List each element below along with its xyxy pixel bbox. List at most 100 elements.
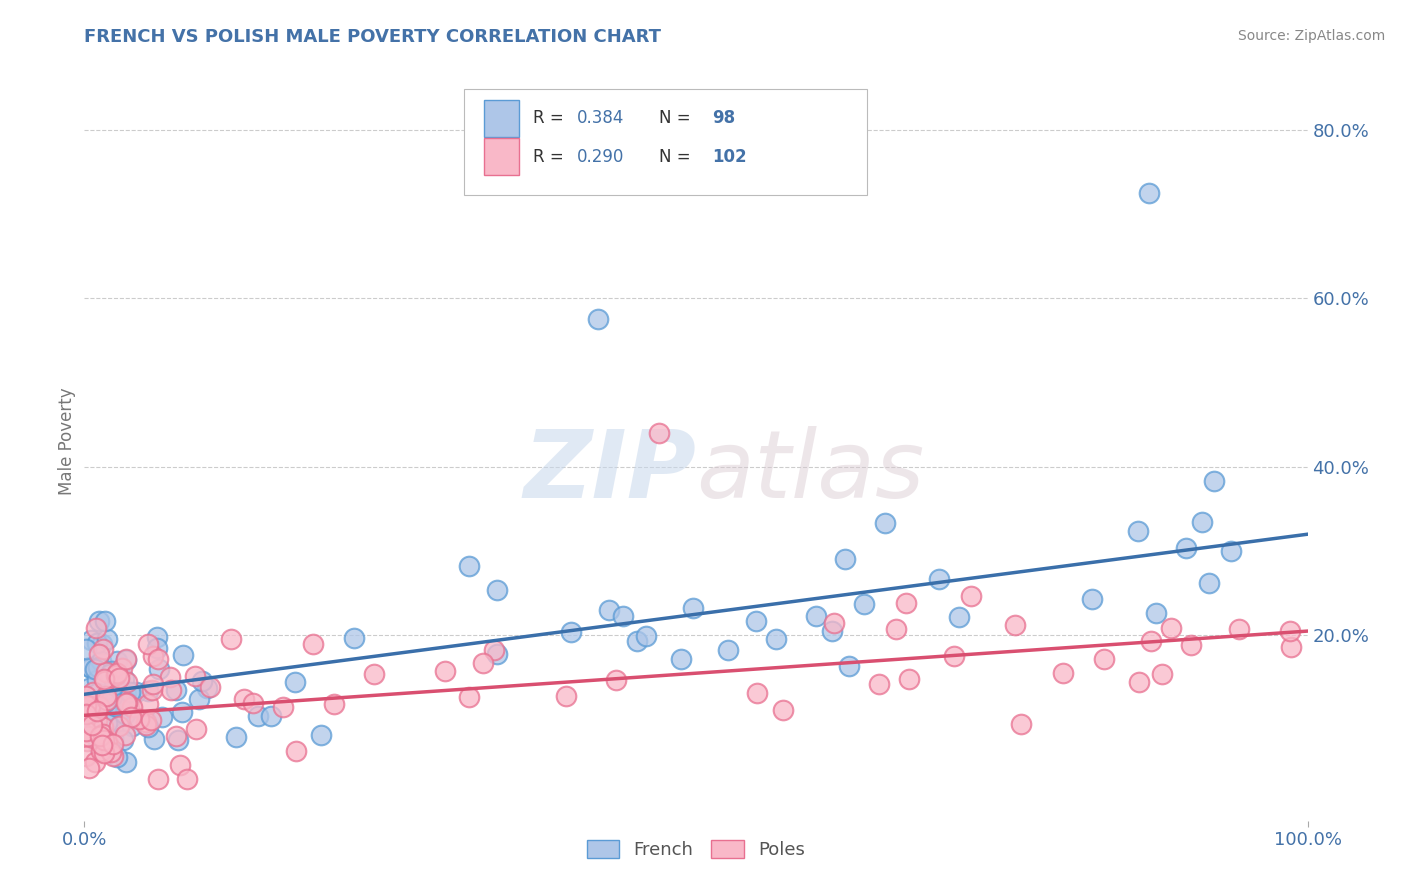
- Point: [76, 714, 98, 728]
- Point: [142, 649, 165, 664]
- Point: [765, 632, 787, 646]
- Text: R =: R =: [533, 148, 569, 166]
- Point: [112, 696, 135, 710]
- Point: [103, 733, 125, 747]
- Point: [170, 706, 193, 720]
- Point: [188, 692, 211, 706]
- Point: [482, 643, 505, 657]
- Point: [260, 709, 283, 723]
- Point: [363, 667, 385, 681]
- Point: [103, 749, 125, 764]
- Point: [80, 700, 103, 714]
- Point: [458, 558, 481, 573]
- Point: [89, 729, 111, 743]
- Point: [86, 686, 108, 700]
- Point: [136, 720, 159, 734]
- Point: [120, 710, 142, 724]
- Point: [165, 682, 187, 697]
- Point: [86, 636, 108, 650]
- Point: [108, 700, 131, 714]
- Point: [111, 733, 134, 747]
- Point: [136, 698, 159, 712]
- Point: [853, 598, 876, 612]
- Point: [159, 682, 181, 697]
- Point: [172, 648, 194, 663]
- Point: [114, 728, 136, 742]
- Point: [87, 699, 110, 714]
- Point: [135, 718, 157, 732]
- Point: [1052, 665, 1074, 680]
- Point: [959, 590, 981, 604]
- Point: [146, 641, 169, 656]
- Point: [75, 698, 97, 712]
- Point: [93, 674, 115, 689]
- Point: [93, 727, 115, 741]
- Point: [96, 632, 118, 647]
- Point: [115, 696, 138, 710]
- Point: [114, 687, 136, 701]
- Point: [86, 673, 108, 687]
- FancyBboxPatch shape: [464, 89, 868, 195]
- Point: [1219, 544, 1241, 558]
- Point: [886, 623, 908, 637]
- Point: [141, 683, 163, 698]
- Point: [485, 582, 508, 597]
- Point: [198, 680, 221, 694]
- Point: [96, 715, 118, 730]
- Point: [1144, 607, 1167, 621]
- Point: [84, 755, 107, 769]
- Point: [110, 715, 132, 730]
- Point: [93, 746, 115, 760]
- Point: [86, 704, 108, 718]
- Point: [1140, 633, 1163, 648]
- Point: [167, 732, 190, 747]
- Point: [75, 702, 97, 716]
- Point: [868, 676, 890, 690]
- Point: [107, 654, 129, 668]
- Point: [343, 632, 366, 646]
- Point: [873, 516, 896, 531]
- Point: [96, 733, 118, 747]
- Point: [1160, 621, 1182, 635]
- Point: [1204, 474, 1226, 488]
- Point: [626, 634, 648, 648]
- Text: N =: N =: [659, 109, 696, 127]
- Point: [87, 614, 110, 628]
- Point: [219, 632, 242, 647]
- Point: [91, 738, 114, 752]
- FancyBboxPatch shape: [484, 101, 519, 136]
- Text: 0.290: 0.290: [578, 148, 624, 166]
- Point: [434, 664, 457, 678]
- Point: [682, 600, 704, 615]
- Point: [79, 761, 101, 775]
- Point: [648, 426, 671, 441]
- Point: [101, 737, 124, 751]
- Point: [948, 610, 970, 624]
- Point: [598, 603, 620, 617]
- Point: [80, 718, 103, 732]
- Point: [772, 703, 794, 717]
- Point: [821, 624, 844, 638]
- Point: [93, 732, 115, 747]
- FancyBboxPatch shape: [484, 138, 519, 175]
- Point: [75, 689, 97, 703]
- Point: [894, 596, 917, 610]
- Point: [717, 642, 740, 657]
- Point: [108, 671, 131, 685]
- Point: [121, 699, 143, 714]
- Point: [115, 651, 138, 665]
- Point: [100, 664, 122, 678]
- Point: [176, 772, 198, 787]
- Point: [159, 670, 181, 684]
- Point: [1180, 638, 1202, 652]
- Point: [1092, 652, 1115, 666]
- Point: [125, 685, 148, 699]
- Point: [804, 608, 827, 623]
- Text: 98: 98: [711, 109, 735, 127]
- Point: [80, 632, 103, 647]
- Point: [190, 674, 212, 689]
- Point: [118, 685, 141, 699]
- Text: N =: N =: [659, 148, 696, 166]
- Point: [146, 630, 169, 644]
- Point: [1081, 592, 1104, 607]
